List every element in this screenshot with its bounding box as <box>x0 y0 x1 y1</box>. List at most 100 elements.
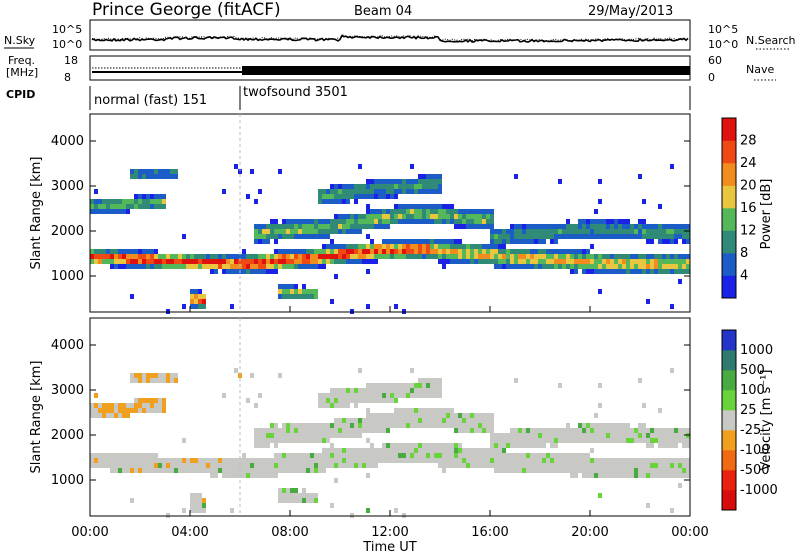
velocity-cell <box>242 453 246 458</box>
power-cell <box>422 254 426 259</box>
velocity-cell <box>198 498 202 503</box>
power-cell <box>530 239 534 244</box>
power-cell <box>306 264 310 269</box>
power-cell <box>330 184 334 189</box>
power-cell <box>250 269 254 274</box>
power-cell <box>358 184 362 189</box>
velocity-cell <box>442 468 446 473</box>
velocity-cell <box>350 463 354 468</box>
power-cell <box>678 259 682 264</box>
velocity-cell <box>410 388 414 393</box>
power-cell <box>310 254 314 259</box>
power-cell <box>354 249 358 254</box>
power-cell <box>666 224 670 229</box>
power-cell <box>654 254 658 259</box>
power-cell <box>462 209 466 214</box>
power-cell <box>498 234 502 239</box>
velocity-cell <box>366 418 370 423</box>
velocity-cell <box>90 403 94 408</box>
power-cell <box>414 239 418 244</box>
velocity-cell <box>530 443 534 448</box>
velocity-cell <box>678 483 682 488</box>
power-cell <box>122 264 126 269</box>
power-cell <box>194 254 198 259</box>
power-cell <box>150 194 154 199</box>
power-cell <box>398 204 402 209</box>
velocity-cell <box>358 428 362 433</box>
power-cell <box>662 259 666 264</box>
velocity-cell <box>662 433 666 438</box>
power-cell <box>330 244 334 249</box>
velocity-cell <box>146 398 150 403</box>
power-cell <box>382 184 386 189</box>
power-cell <box>646 264 650 269</box>
velocity-cell <box>490 458 494 463</box>
power-cell <box>306 249 310 254</box>
power-cell <box>554 234 558 239</box>
nsky-label: N.Sky <box>4 34 36 47</box>
velocity-cell <box>278 428 282 433</box>
power-cell <box>362 189 366 194</box>
velocity-cell <box>586 433 590 438</box>
velocity-cell <box>98 403 102 408</box>
velocity-cell <box>258 463 262 468</box>
velocity-cell <box>178 458 182 463</box>
power-cell <box>686 254 690 259</box>
velocity-cell <box>618 468 622 473</box>
power-cell <box>346 229 350 234</box>
power-cell <box>666 264 670 269</box>
power-cell <box>386 214 390 219</box>
velocity-cell <box>482 453 486 458</box>
velocity-cell <box>434 413 438 418</box>
power-cell <box>486 259 490 264</box>
velocity-cell <box>570 473 574 478</box>
power-cell <box>330 259 334 264</box>
power-cell <box>266 254 270 259</box>
velocity-cell <box>430 413 434 418</box>
power-cell <box>374 194 378 199</box>
velocity-cell <box>666 468 670 473</box>
power-cell <box>538 249 542 254</box>
power-cell <box>358 254 362 259</box>
velocity-cell <box>386 423 390 428</box>
power-cell <box>138 259 142 264</box>
velocity-cell <box>450 408 454 413</box>
power-cell <box>514 254 518 259</box>
velocity-cell <box>254 403 258 408</box>
power-cell <box>406 179 410 184</box>
velocity-cell <box>242 463 246 468</box>
power-cell <box>378 244 382 249</box>
power-cell <box>182 259 186 264</box>
date-label: 29/May/2013 <box>588 4 673 19</box>
velocity-cell <box>418 448 422 453</box>
velocity-cell <box>298 433 302 438</box>
power-cell <box>310 249 314 254</box>
power-cell <box>610 219 614 224</box>
power-cell <box>110 259 114 264</box>
power-cell <box>302 284 306 289</box>
velocity-cell <box>318 453 322 458</box>
power-cell <box>94 199 98 204</box>
velocity-cell <box>366 453 370 458</box>
velocity-cell <box>478 463 482 468</box>
power-cell <box>390 214 394 219</box>
power-cell <box>386 239 390 244</box>
velocity-cell <box>190 468 194 473</box>
power-cell <box>386 254 390 259</box>
velocity-cell <box>446 463 450 468</box>
velocity-cell <box>298 423 302 428</box>
power-cell <box>414 209 418 214</box>
velocity-cell <box>314 433 318 438</box>
velocity-cell <box>602 433 606 438</box>
velocity-cell <box>278 373 282 378</box>
power-cell <box>322 249 326 254</box>
power-cell <box>94 189 98 194</box>
velocity-cell <box>594 463 598 468</box>
power-cell <box>578 224 582 229</box>
power-cell <box>530 229 534 234</box>
power-cell <box>570 254 574 259</box>
velocity-cell <box>658 463 662 468</box>
power-cell <box>518 264 522 269</box>
velocity-cell <box>418 418 422 423</box>
velocity-cell <box>506 463 510 468</box>
